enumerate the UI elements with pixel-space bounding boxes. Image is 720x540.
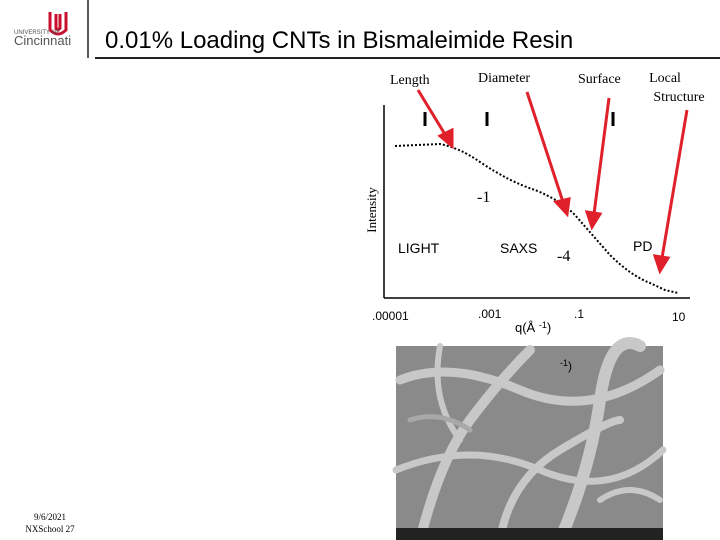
y-label: Intensity <box>364 187 379 233</box>
x-label-close: ) <box>547 320 551 335</box>
arrows <box>416 89 689 275</box>
footer-page: NXSchool 27 <box>25 524 75 534</box>
footer-date: 9/6/2021 <box>34 512 66 522</box>
length-label: Length <box>390 73 430 88</box>
plot: Length Diameter Surface Local Structure … <box>364 71 705 335</box>
local-label: Local <box>649 71 681 86</box>
x-tick-label: .001 <box>478 307 502 321</box>
region-label: PD <box>633 238 652 254</box>
stray-sup: -1 <box>560 358 568 368</box>
x-tick-label: 10 <box>672 310 686 324</box>
stray-close: ) <box>568 359 572 373</box>
region-label: SAXS <box>500 240 537 256</box>
arrow <box>660 109 689 259</box>
scattering-curve <box>394 142 679 294</box>
arrow <box>592 97 611 215</box>
sem-image: -1) <box>392 337 667 540</box>
logo-name: Cincinnati <box>14 33 71 48</box>
logo-small: UNIVERSITY OF <box>14 30 60 36</box>
slope-label: -4 <box>557 248 570 265</box>
x-label-main: q(Å <box>515 320 539 335</box>
slide-title: 0.01% Loading CNTs in Bismaleimide Resin <box>105 27 573 54</box>
surface-label: Surface <box>578 72 621 87</box>
structure-label: Structure <box>653 90 704 105</box>
arrow-head <box>553 197 571 218</box>
arrow-head <box>652 254 671 275</box>
logo: UNIVERSITY OF Cincinnati <box>14 12 71 48</box>
x-tick-label: .00001 <box>372 309 409 323</box>
arrow <box>416 89 448 137</box>
x-label: q(Å -1) <box>515 320 551 335</box>
arrow <box>525 91 565 203</box>
x-label-sup: -1 <box>539 320 547 330</box>
logo-mark <box>48 12 68 36</box>
arrow-head <box>584 210 603 231</box>
region-label: LIGHT <box>398 240 440 256</box>
fibers <box>392 337 667 540</box>
x-tick-label: .1 <box>574 307 584 321</box>
image-caption-bar <box>396 528 663 540</box>
arrow-head <box>437 127 454 150</box>
slope-label: -1 <box>477 189 490 206</box>
diameter-label: Diameter <box>478 71 530 86</box>
stray-label: -1) <box>560 358 572 373</box>
